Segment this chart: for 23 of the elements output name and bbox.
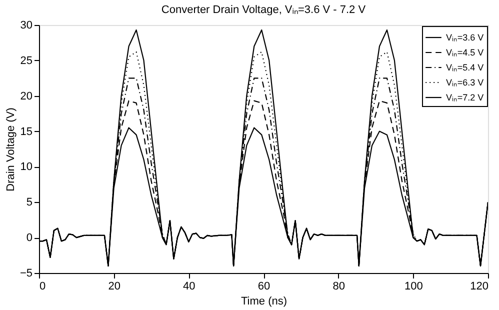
x-tick-label: 20 [108, 280, 120, 292]
y-tick-label: −5 [20, 268, 32, 280]
y-tick-label: 10 [20, 161, 32, 174]
x-tick-label: 60 [258, 280, 270, 292]
x-tick-label: 0 [40, 280, 46, 292]
x-tick-label: 80 [332, 280, 345, 292]
x-tick-label: 40 [183, 280, 196, 292]
x-tick-label: 100 [404, 280, 423, 292]
y-tick-label: 20 [20, 90, 32, 102]
chart-title: Converter Drain Voltage, Vᵢₙ=3.6 V - 7.2 V [161, 4, 366, 16]
legend-label: Vᵢₙ=4.5 V [446, 48, 484, 58]
legend-label: Vᵢₙ=5.4 V [446, 62, 484, 72]
x-tick-label: 120 [470, 280, 488, 292]
y-tick-label: 5 [26, 196, 32, 209]
y-tick-label: 0 [26, 232, 32, 244]
legend-label: Vᵢₙ=7.2 V [446, 92, 484, 102]
y-axis-title: Drain Voltage (V) [4, 108, 17, 192]
legend-label: Vᵢₙ=3.6 V [446, 32, 484, 42]
legend-label: Vᵢₙ=6.3 V [446, 78, 484, 88]
y-tick-label: 30 [20, 20, 32, 32]
x-axis-title: Time (ns) [240, 296, 288, 308]
y-tick-label: 25 [20, 54, 32, 67]
y-tick-label: 15 [20, 126, 32, 138]
